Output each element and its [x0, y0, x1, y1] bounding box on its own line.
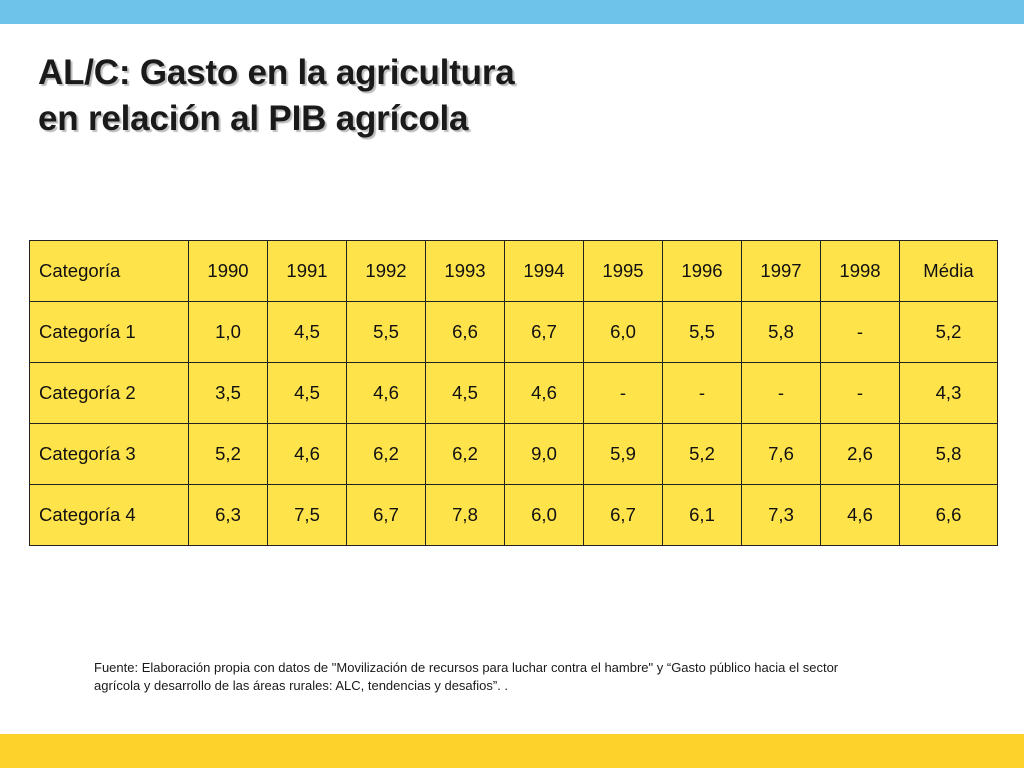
table-cell: -: [820, 362, 900, 424]
header-cell: 1994: [504, 240, 584, 302]
header-cell: 1993: [425, 240, 505, 302]
table-cell: -: [741, 362, 821, 424]
table-cell: 1,0: [188, 301, 268, 363]
table-cell: 5,9: [583, 423, 663, 485]
header-cell: 1991: [267, 240, 347, 302]
table-cell: 6,2: [425, 423, 505, 485]
table-cell: 4,3: [899, 362, 998, 424]
table-cell: 6,7: [346, 484, 426, 546]
table-cell: 5,5: [346, 301, 426, 363]
table-cell: 7,5: [267, 484, 347, 546]
table-cell: 6,0: [583, 301, 663, 363]
table-cell: -: [820, 301, 900, 363]
table-cell: 6,6: [899, 484, 998, 546]
header-cell: 1996: [662, 240, 742, 302]
table-cell: 6,7: [504, 301, 584, 363]
table-cell: 7,8: [425, 484, 505, 546]
row-label-cell: Categoría 4: [29, 484, 189, 546]
table-cell: 9,0: [504, 423, 584, 485]
table-cell: 6,7: [583, 484, 663, 546]
slide-title-line-1: AL/C: Gasto en la agricultura: [38, 53, 515, 92]
table-cell: 6,2: [346, 423, 426, 485]
row-label-cell: Categoría 1: [29, 301, 189, 363]
table-cell: 2,6: [820, 423, 900, 485]
data-table: Categoría 1990 1991 1992 1993 1994 1995 …: [29, 240, 998, 546]
table-cell: -: [662, 362, 742, 424]
top-accent-bar: [0, 0, 1024, 24]
table-cell: 5,2: [188, 423, 268, 485]
table-cell: 6,6: [425, 301, 505, 363]
row-label-cell: Categoría 3: [29, 423, 189, 485]
table-cell: 4,6: [820, 484, 900, 546]
table-cell: 3,5: [188, 362, 268, 424]
header-cell: Média: [899, 240, 998, 302]
table-cell: 4,5: [267, 301, 347, 363]
table-cell: 4,6: [267, 423, 347, 485]
table-header-row: Categoría 1990 1991 1992 1993 1994 1995 …: [29, 240, 998, 302]
table-cell: 5,2: [899, 301, 998, 363]
table-cell: 7,6: [741, 423, 821, 485]
source-note-line-2: agrícola y desarrollo de las áreas rural…: [94, 678, 509, 693]
table-row: Categoría 4 6,3 7,5 6,7 7,8 6,0 6,7 6,1 …: [29, 484, 998, 546]
table-row: Categoría 3 5,2 4,6 6,2 6,2 9,0 5,9 5,2 …: [29, 423, 998, 485]
slide-title: AL/C: Gasto en la agricultura en relació…: [38, 50, 515, 142]
table-cell: 6,0: [504, 484, 584, 546]
row-label-cell: Categoría 2: [29, 362, 189, 424]
table-cell: 6,3: [188, 484, 268, 546]
header-cell: 1998: [820, 240, 900, 302]
header-cell: 1997: [741, 240, 821, 302]
slide-title-line-2: en relación al PIB agrícola: [38, 99, 469, 138]
source-note: Fuente: Elaboración propia con datos de …: [94, 659, 934, 695]
bottom-accent-bar: [0, 734, 1024, 768]
table-cell: 5,5: [662, 301, 742, 363]
table-row: Categoría 1 1,0 4,5 5,5 6,6 6,7 6,0 5,5 …: [29, 301, 998, 363]
table-cell: 7,3: [741, 484, 821, 546]
table-cell: 4,6: [346, 362, 426, 424]
table-cell: 5,8: [899, 423, 998, 485]
table-row: Categoría 2 3,5 4,5 4,6 4,5 4,6 - - - - …: [29, 362, 998, 424]
header-cell: 1995: [583, 240, 663, 302]
header-cell: Categoría: [29, 240, 189, 302]
header-cell: 1990: [188, 240, 268, 302]
table-cell: 4,5: [267, 362, 347, 424]
header-cell: 1992: [346, 240, 426, 302]
table-cell: 4,6: [504, 362, 584, 424]
table-cell: 5,8: [741, 301, 821, 363]
source-note-line-1: Fuente: Elaboración propia con datos de …: [94, 660, 839, 675]
table-cell: 5,2: [662, 423, 742, 485]
table-cell: 6,1: [662, 484, 742, 546]
table-cell: 4,5: [425, 362, 505, 424]
table-cell: -: [583, 362, 663, 424]
